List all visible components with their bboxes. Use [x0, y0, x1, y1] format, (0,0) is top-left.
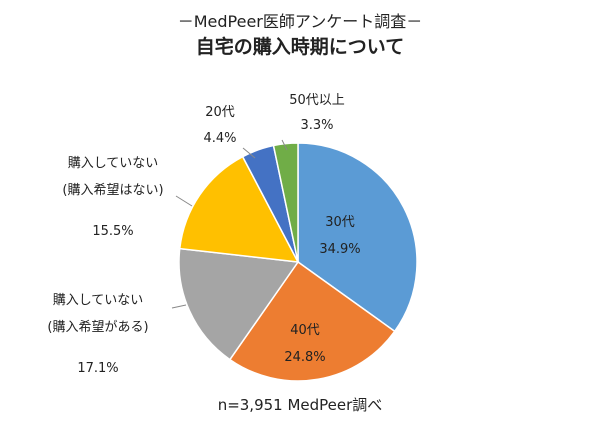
slice-label: 20代	[205, 105, 235, 120]
leader-line	[171, 304, 187, 309]
slice-label: 40代	[290, 323, 320, 338]
value-label: 4.4%	[203, 131, 237, 146]
pie-slice	[178, 247, 300, 361]
pie-slice	[178, 155, 300, 263]
chart-subtitle: －MedPeer医師アンケート調査－	[177, 12, 423, 31]
leader-line	[281, 139, 288, 151]
slice-label: 50代以上	[289, 93, 345, 108]
value-label: 34.9%	[319, 242, 361, 257]
chart-note: n=3,951 MedPeer調べ	[217, 396, 383, 414]
pie-slice	[228, 260, 396, 382]
value-label: 17.1%	[77, 361, 119, 376]
slice-label: 30代	[325, 215, 355, 230]
value-label: 24.8%	[284, 350, 326, 365]
pie-slice	[297, 142, 418, 333]
leader-lines	[171, 139, 288, 309]
leader-line	[175, 195, 193, 207]
value-label: 3.3%	[300, 118, 334, 133]
pie-slice	[272, 142, 299, 263]
value-label: 15.5%	[92, 224, 134, 239]
chart-title: 自宅の購入時期について	[195, 36, 405, 58]
slice-label: 購入していない (購入希望がある)	[47, 293, 149, 335]
slice-label: 購入していない (購入希望はない)	[62, 156, 164, 198]
leader-line	[242, 147, 256, 159]
